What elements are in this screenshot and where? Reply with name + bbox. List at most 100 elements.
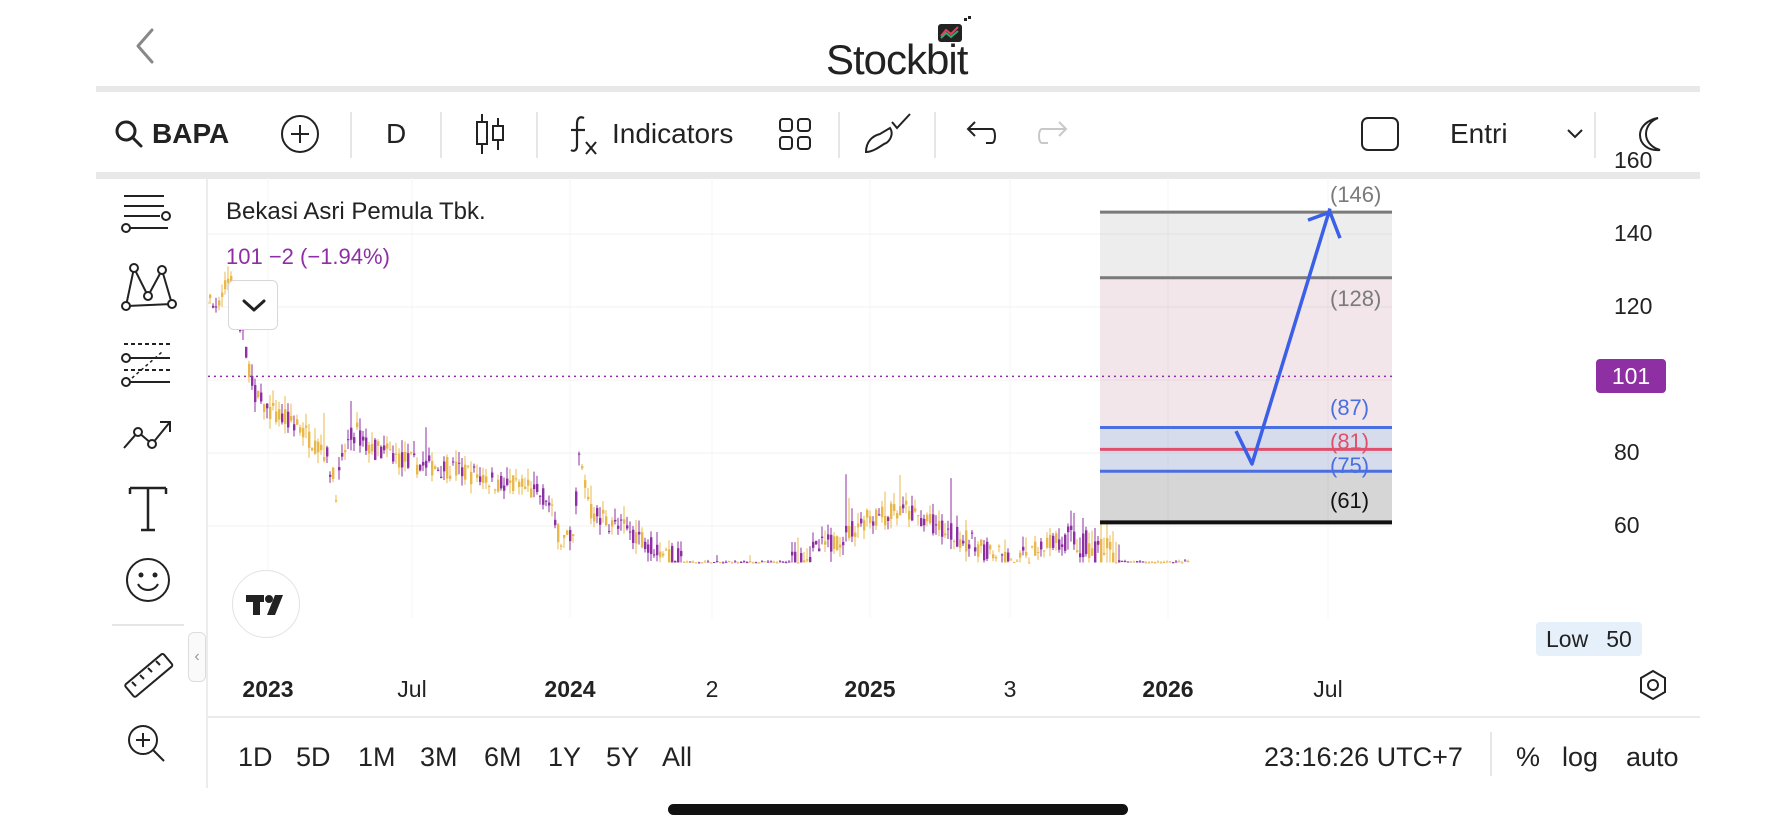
candle-body — [395, 453, 398, 455]
scale-button-auto[interactable]: auto — [1626, 742, 1679, 772]
price-tick-label: 160 — [1614, 147, 1653, 173]
candle-body — [977, 544, 980, 557]
emoji-tool-button[interactable] — [118, 550, 178, 610]
smiley-icon — [126, 558, 170, 602]
back-button[interactable] — [126, 22, 166, 70]
candle-body — [827, 534, 830, 540]
candle-body — [1100, 538, 1103, 563]
compare-toggle[interactable] — [1360, 92, 1400, 176]
range-button-all[interactable]: All — [662, 742, 693, 772]
candle-body — [305, 425, 308, 428]
candle-body — [1061, 544, 1064, 548]
candle-body — [830, 534, 833, 552]
candle-body — [443, 461, 446, 472]
tradingview-icon — [246, 595, 283, 615]
brush-check-icon — [864, 113, 911, 154]
candle-body — [752, 562, 755, 564]
candle-body — [413, 453, 416, 456]
zoom-in-button[interactable] — [118, 716, 178, 776]
search-icon — [115, 120, 143, 148]
sidebar-divider — [112, 624, 184, 626]
candle-body — [392, 453, 395, 462]
candle-body — [845, 525, 848, 533]
redo-button[interactable] — [1036, 92, 1070, 176]
fibonacci-tools-button[interactable] — [118, 332, 178, 392]
candle-body — [317, 441, 320, 453]
scale-button-log[interactable]: log — [1562, 742, 1599, 772]
candle-body — [1112, 552, 1115, 563]
fibonacci-icon — [121, 343, 170, 387]
order-type-select[interactable]: Entri — [1450, 92, 1584, 176]
candle-body — [1076, 550, 1079, 553]
undo-button[interactable] — [964, 92, 998, 176]
chart-settings-button[interactable] — [1636, 668, 1670, 707]
chart-type-button[interactable] — [474, 92, 506, 176]
candle-body — [638, 531, 641, 535]
sidebar-border — [206, 178, 208, 788]
last-price-badge: 101 — [1596, 359, 1666, 394]
forecast-tools-button[interactable] — [118, 404, 178, 464]
candle-body — [350, 427, 353, 440]
candle-body — [755, 562, 758, 564]
range-button-3m[interactable]: 3M — [420, 742, 458, 772]
candle-body — [1151, 562, 1154, 564]
candle-body — [836, 536, 839, 551]
candle-body — [425, 460, 428, 468]
range-button-1m[interactable]: 1M — [358, 742, 396, 772]
toolbar-divider — [96, 172, 1700, 179]
fib-level-label: (75) — [1330, 453, 1370, 479]
candle-body — [1067, 526, 1070, 533]
candle-body — [824, 541, 827, 545]
candle-body — [998, 545, 1001, 547]
trend-line-tools-button[interactable] — [118, 186, 178, 246]
range-button-1y[interactable]: 1Y — [548, 742, 582, 772]
candle-body — [494, 489, 497, 491]
range-button-1d[interactable]: 1D — [238, 742, 273, 772]
price-chart[interactable] — [208, 178, 1700, 712]
layout-button[interactable] — [778, 92, 812, 176]
symbol-search[interactable]: BAPA — [114, 92, 229, 176]
candle-body — [1133, 561, 1136, 563]
time-tick-label: 2023 — [242, 676, 294, 702]
clock: 23:16:26 UTC+7 — [1264, 742, 1463, 772]
range-button-5y[interactable]: 5Y — [606, 742, 640, 772]
candle-body — [611, 520, 614, 527]
candle-body — [986, 541, 989, 559]
candle-body — [269, 406, 272, 420]
candle-body — [227, 278, 230, 283]
measure-tool-button[interactable] — [118, 646, 178, 706]
candle-body — [839, 544, 842, 548]
collapse-sidebar-button[interactable]: ‹ — [188, 632, 206, 682]
candle-body — [743, 561, 746, 563]
projection-arrowhead — [1307, 210, 1342, 239]
theme-toggle[interactable] — [1632, 92, 1668, 176]
range-button-6m[interactable]: 6M — [484, 742, 522, 772]
candle-body — [587, 496, 590, 500]
range-button-5d[interactable]: 5D — [296, 742, 331, 772]
drawing-templates-button[interactable] — [862, 92, 914, 176]
candle-body — [1142, 561, 1145, 563]
text-tool-button[interactable] — [118, 478, 178, 538]
candle-body — [761, 561, 764, 563]
scale-button-percent[interactable]: % — [1516, 742, 1541, 772]
candle-body — [926, 514, 929, 522]
price-tick-label: 60 — [1614, 512, 1640, 538]
tradingview-logo[interactable] — [232, 570, 300, 638]
fib-level-label: (87) — [1330, 395, 1370, 421]
pattern-tools-button[interactable] — [118, 258, 178, 318]
candle-body — [551, 504, 554, 506]
indicators-button[interactable]: Indicators — [566, 92, 733, 176]
candle-body — [911, 505, 914, 521]
interval-button[interactable]: D — [386, 118, 407, 149]
candle-body — [566, 530, 569, 535]
candle-body — [311, 448, 314, 451]
candle-body — [968, 544, 971, 549]
candle-body — [1148, 562, 1151, 564]
toolbar-separator — [934, 112, 936, 158]
legend-toggle-button[interactable] — [228, 280, 278, 330]
add-symbol-button[interactable] — [280, 92, 320, 176]
candle-body — [749, 561, 752, 563]
candle-body — [890, 503, 893, 519]
candle-body — [302, 427, 305, 438]
fib-level-label: (81) — [1330, 429, 1370, 455]
